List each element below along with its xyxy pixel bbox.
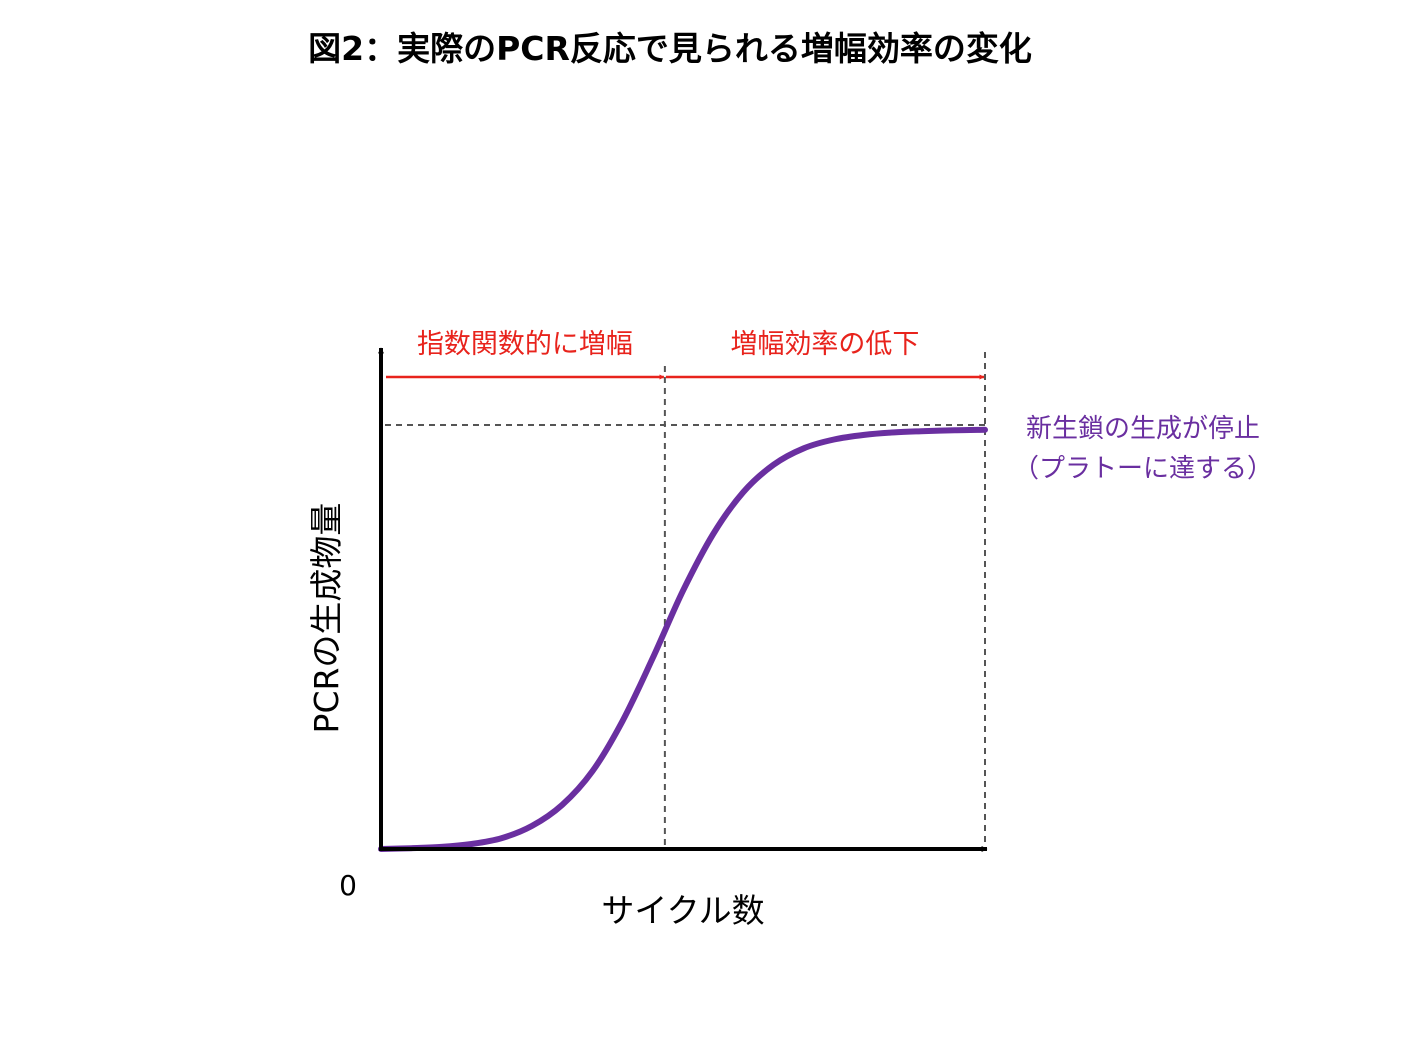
series-line — [378, 426, 988, 852]
x-axis-label: サイクル数 — [601, 891, 764, 930]
phase-label-declining: 増幅効率の低下 — [730, 329, 919, 360]
plateau-annotation-line2: （プラトーに達する） — [1013, 454, 1273, 484]
plateau-annotation-line1: 新生鎖の生成が停止 — [1026, 414, 1260, 444]
origin-label: 0 — [339, 869, 357, 902]
y-axis-label: PCRの生成物量 — [307, 503, 346, 734]
phase-label-exponential: 指数関数的に増幅 — [417, 329, 633, 360]
chart-title: 図2：実際のPCR反応で見られる増幅効率の変化 — [308, 29, 1032, 68]
